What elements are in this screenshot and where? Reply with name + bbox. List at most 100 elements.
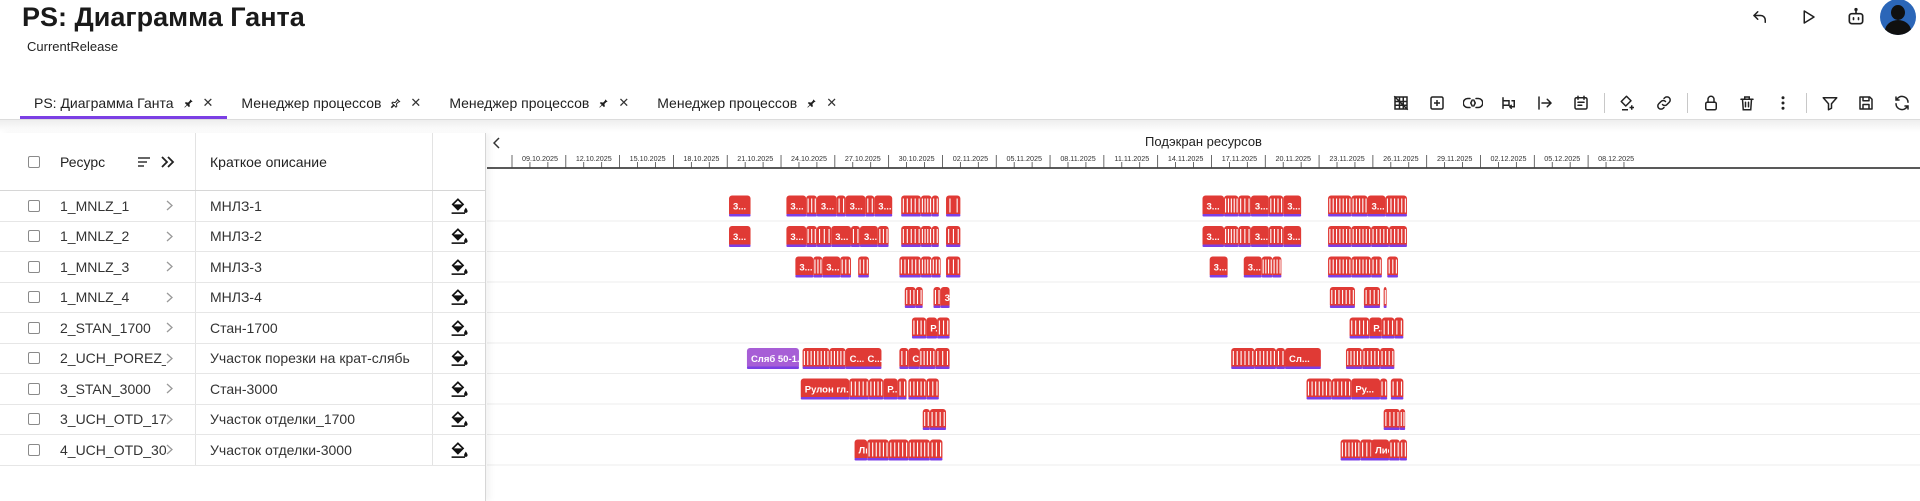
task-bar[interactable]: 3... (786, 226, 807, 247)
chevron-right-icon[interactable] (166, 322, 173, 333)
task-bar[interactable] (1328, 256, 1352, 278)
row-checkbox[interactable] (28, 199, 40, 212)
task-bar[interactable] (899, 348, 909, 369)
chevron-right-icon[interactable] (166, 261, 173, 272)
task-bar[interactable] (1351, 256, 1372, 278)
task-bar[interactable] (840, 256, 851, 278)
task-bar[interactable] (1360, 439, 1373, 461)
task-bar[interactable]: 3... (831, 226, 851, 247)
pin-filled-icon[interactable] (183, 98, 194, 109)
task-bar[interactable] (1261, 256, 1273, 278)
chevron-right-icon[interactable] (166, 444, 173, 455)
row-checkbox[interactable] (28, 413, 40, 426)
task-bar[interactable] (829, 348, 846, 369)
task-bar[interactable] (1381, 317, 1395, 339)
task-bar[interactable] (908, 378, 927, 400)
robot-button[interactable] (1832, 0, 1880, 34)
task-bar[interactable] (1254, 348, 1277, 369)
task-bar[interactable] (931, 195, 939, 217)
tab-process-manager-2[interactable]: Менеджер процессов ✕ (435, 87, 643, 119)
task-bar[interactable] (1394, 317, 1404, 339)
task-bar[interactable] (816, 226, 832, 247)
close-icon[interactable]: ✕ (618, 95, 630, 110)
row-checkbox[interactable] (28, 443, 40, 456)
task-bar[interactable] (933, 287, 941, 308)
task-bar[interactable] (946, 226, 961, 247)
task-bar[interactable]: 3... (1283, 226, 1302, 247)
task-bar[interactable]: Р... (1369, 317, 1386, 339)
pin-outline-icon[interactable] (390, 98, 401, 109)
tab-process-manager-3[interactable]: Менеджер процессов ✕ (643, 87, 851, 119)
task-bar[interactable] (935, 348, 950, 369)
close-icon[interactable]: ✕ (826, 95, 838, 110)
task-bar[interactable] (931, 256, 941, 278)
undo-button[interactable] (1736, 0, 1784, 34)
tab-gantt[interactable]: PS: Диаграмма Ганта ✕ (20, 87, 228, 119)
task-bar[interactable] (1383, 409, 1400, 430)
task-bar[interactable] (1351, 226, 1372, 247)
select-all-checkbox[interactable] (28, 155, 40, 168)
task-bar[interactable]: 3... (874, 195, 893, 217)
task-bar[interactable]: 3... (822, 256, 841, 278)
task-bar[interactable] (915, 287, 923, 308)
task-bar[interactable]: 3... (729, 226, 751, 247)
delete-button[interactable] (1729, 87, 1765, 119)
task-bar[interactable] (849, 378, 869, 400)
task-bar[interactable] (1340, 439, 1361, 461)
task-bar[interactable] (919, 348, 936, 369)
task-bar[interactable] (1238, 195, 1251, 217)
table-row[interactable]: 3_STAN_3000 Стан-3000 (0, 374, 485, 405)
task-bar[interactable] (922, 409, 930, 430)
task-bar[interactable] (1349, 317, 1370, 339)
task-bar[interactable] (937, 317, 950, 339)
task-bar[interactable] (836, 195, 846, 217)
paint-bucket-icon[interactable] (450, 380, 469, 398)
paint-bucket-icon[interactable] (450, 410, 469, 428)
task-bar[interactable] (868, 378, 884, 400)
task-bar[interactable]: 3... (1283, 195, 1302, 217)
gantt-chart[interactable]: 09.10.2025 12.10.2025 15.10.2025 18.10.2025… (487, 133, 1920, 501)
task-bar[interactable]: Р... (883, 378, 900, 400)
task-bar[interactable] (1380, 378, 1388, 400)
table-row[interactable]: 1_MNLZ_4 МНЛЗ-4 (0, 282, 485, 313)
task-bar[interactable] (1268, 226, 1284, 247)
task-bar[interactable] (850, 226, 860, 247)
task-bar[interactable] (920, 195, 932, 217)
task-bar[interactable] (1224, 226, 1239, 247)
task-bar[interactable] (858, 256, 869, 278)
pin-filled-icon[interactable] (598, 98, 609, 109)
task-bar[interactable] (904, 287, 916, 308)
row-checkbox[interactable] (28, 260, 40, 273)
task-bar[interactable] (1387, 256, 1398, 278)
task-bar[interactable] (1224, 195, 1239, 217)
task-bar[interactable] (865, 195, 875, 217)
tab-process-manager-1[interactable]: Менеджер процессов ✕ (227, 87, 435, 119)
link-code-button[interactable] (1455, 87, 1491, 119)
row-checkbox[interactable] (28, 230, 40, 243)
task-bar[interactable]: Рулон гл... (800, 378, 854, 400)
close-icon[interactable]: ✕ (410, 95, 422, 110)
task-bar[interactable] (1328, 195, 1352, 217)
task-bar[interactable]: 3... (816, 195, 837, 217)
task-bar[interactable] (946, 195, 961, 217)
chevron-right-icon[interactable] (166, 414, 173, 425)
wrap-text-button[interactable] (1491, 87, 1527, 119)
more-button[interactable] (1765, 87, 1801, 119)
task-bar[interactable] (926, 378, 939, 400)
task-bar[interactable] (1328, 226, 1352, 247)
task-bar[interactable]: Лис... (1371, 439, 1401, 461)
play-button[interactable] (1784, 0, 1832, 34)
task-bar[interactable]: 3... (1209, 256, 1228, 278)
task-bar[interactable] (1389, 226, 1407, 247)
row-checkbox[interactable] (28, 291, 40, 304)
task-bar[interactable]: 3... (940, 287, 958, 308)
task-bar[interactable] (877, 226, 889, 247)
task-bar[interactable] (1380, 348, 1395, 369)
task-bar[interactable] (1329, 287, 1355, 308)
task-bar[interactable] (929, 439, 943, 461)
task-bar[interactable] (1362, 348, 1381, 369)
task-bar[interactable]: 3... (859, 226, 878, 247)
pin-filled-icon[interactable] (806, 98, 817, 109)
refresh-button[interactable] (1884, 87, 1920, 119)
grid-off-button[interactable] (1383, 87, 1419, 119)
